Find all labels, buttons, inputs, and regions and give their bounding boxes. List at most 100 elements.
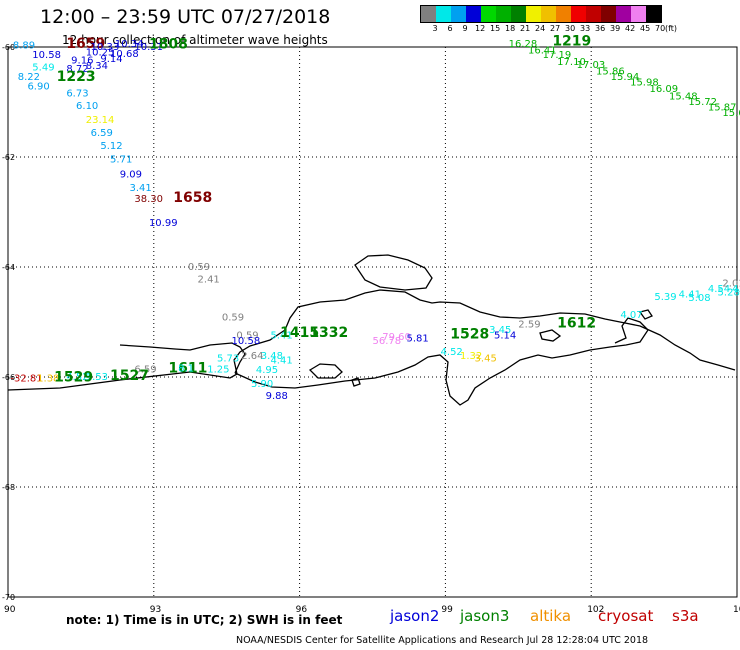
swh-value-label: 2.59 — [518, 320, 540, 331]
swh-value-label: -32.81 — [10, 373, 42, 384]
colorbar-tick: 9 — [462, 24, 468, 33]
colorbar-tick: 3 — [432, 24, 438, 33]
swh-value-label: 2.41 — [198, 274, 220, 285]
lat-tick-label: -66 — [2, 373, 15, 382]
colorbar-tick: 42 — [625, 24, 636, 33]
satellite-s3a: s3a — [672, 607, 699, 625]
swh-value-label: 23.14 — [86, 115, 115, 126]
swh-value-label: 1.32 — [460, 351, 482, 362]
swh-value-label: 15.86 — [596, 67, 625, 78]
swh-value-label: 1.53 — [86, 372, 108, 383]
swh-value-label: 4.52 — [66, 372, 88, 383]
swh-value-label: 5.49 — [32, 63, 54, 74]
swh-value-label: 10.33 — [91, 42, 120, 53]
swh-value-label: 15.94 — [611, 72, 640, 83]
pass-time-label: 1223 — [57, 69, 96, 85]
island-1 — [308, 363, 343, 379]
swh-value-label: 10.99 — [149, 218, 178, 229]
swh-value-label: 5.28 — [718, 288, 740, 299]
swh-value-label: 10.58 — [32, 50, 61, 61]
colorbar-swatch — [616, 6, 631, 22]
coastline-inner — [234, 317, 649, 406]
swh-value-label: 9.88 — [266, 391, 288, 402]
swh-value-label: 6.90 — [27, 81, 49, 92]
swh-value-label: 5.81 — [407, 333, 429, 344]
wave-height-colorbar — [420, 5, 662, 23]
swh-value-label: 4.54 — [708, 284, 730, 295]
swh-value-label: 4.52 — [441, 347, 463, 358]
swh-value-label: 10.68 — [110, 49, 139, 60]
colorbar-tick: 30 — [565, 24, 576, 33]
swh-value-label: 8.22 — [18, 72, 40, 83]
colorbar-ticks: 3 6 9 12 15 18 21 24 27 30 33 36 39 42 45 70 (ft) — [420, 24, 740, 36]
colorbar-swatch — [511, 6, 526, 22]
map-subtitle: 12 hour collection of altimeter wave hei… — [62, 33, 328, 47]
pass-time-label: 1612 — [557, 316, 596, 332]
map-frame — [7, 46, 738, 598]
colorbar-swatch — [481, 6, 496, 22]
colorbar-tick: (ft) — [665, 24, 678, 33]
colorbar-swatch — [421, 6, 436, 22]
colorbar-swatch — [436, 6, 451, 22]
swh-value-label: 2.01 — [722, 278, 740, 289]
colorbar-tick: 39 — [610, 24, 621, 33]
pass-time-label: 1332 — [309, 325, 348, 341]
swh-value-label: 5.12 — [100, 141, 122, 152]
swh-value-label: 17.03 — [577, 60, 606, 71]
swh-value-label: 38.30 — [134, 194, 163, 205]
swh-value-label: 6.73 — [66, 89, 88, 100]
pass-time-label: 1659 — [66, 36, 105, 52]
swh-value-label: 0.59 — [222, 312, 244, 323]
swh-value-label: 6.59 — [134, 365, 156, 376]
swh-value-label: 9.14 — [100, 54, 122, 65]
footer-note: note: 1) Time is in UTC; 2) SWH is in fe… — [66, 613, 343, 627]
lon-tick-label: 105 — [733, 605, 740, 615]
swh-value-label: 1.38 — [37, 373, 59, 384]
island-4 — [351, 377, 361, 387]
lon-tick-label: 96 — [296, 605, 308, 615]
swh-value-label: 10.31 — [134, 42, 163, 53]
lat-tick-label: -60 — [2, 43, 15, 52]
colorbar-swatch — [541, 6, 556, 22]
swh-value-label: 8.72 — [66, 64, 88, 75]
lat-tick-label: -68 — [2, 483, 15, 492]
swh-labels: 8.8910.585.498.226.90165910.3310.3410.31… — [10, 33, 740, 402]
swh-value-label: 5.14 — [494, 331, 516, 342]
swh-value-label: 5.73 — [217, 354, 239, 365]
colorbar-tick: 24 — [535, 24, 546, 33]
colorbar-tick: 15 — [490, 24, 501, 33]
swh-value-label: 5.41 — [270, 331, 292, 342]
map-border — [7, 46, 738, 598]
swh-value-label: 56.78 — [373, 336, 402, 347]
colorbar-tick: 18 — [505, 24, 516, 33]
pass-time-label: 1219 — [552, 33, 591, 49]
map-title: 12:00 – 23:59 UTC 07/27/2018 — [40, 6, 331, 28]
shackleton-ice-shelf — [354, 254, 433, 291]
swh-value-label: 79.60 — [382, 332, 411, 343]
swh-value-label: 3.41 — [130, 183, 152, 194]
colorbar-tick: 12 — [475, 24, 486, 33]
swh-value-label: 16.09 — [650, 84, 679, 95]
swh-value-label: 5.39 — [654, 292, 676, 303]
swh-value-label: 0.59 — [188, 262, 210, 273]
lon-tick-label: 93 — [150, 605, 161, 615]
swh-value-label: 9.09 — [120, 169, 142, 180]
colorbar-swatch — [631, 6, 646, 22]
colorbar-swatch — [451, 6, 466, 22]
pass-time-label: 1808 — [149, 37, 188, 53]
swh-value-label: 4.60 — [732, 284, 740, 295]
satellite-jason2: jason2 — [390, 607, 440, 625]
swh-value-label: 15.72 — [688, 97, 717, 108]
coastline-ice-shelf — [119, 342, 246, 374]
pass-time-label: 1528 — [450, 327, 489, 343]
satellite-cryosat: cryosat — [598, 607, 654, 625]
swh-value-label: 2.64 — [241, 351, 263, 362]
lon-tick-label: 90 — [4, 605, 16, 615]
colorbar-tick: 45 — [640, 24, 651, 33]
swh-value-label: 15.62 — [722, 108, 740, 119]
swh-value-label: 3.45 — [489, 325, 511, 336]
colorbar-swatch — [496, 6, 511, 22]
colorbar-swatch — [556, 6, 571, 22]
swh-value-label: 4.41 — [270, 355, 292, 366]
